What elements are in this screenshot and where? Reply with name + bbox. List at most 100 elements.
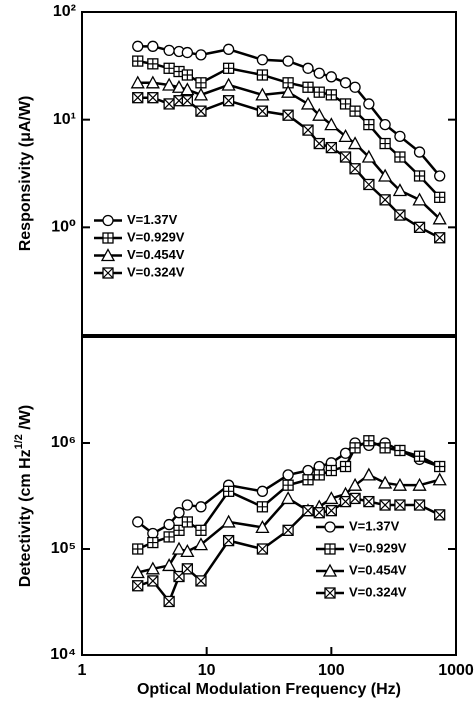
marker bbox=[302, 474, 314, 486]
marker-shape bbox=[412, 192, 427, 206]
marker-shape bbox=[282, 469, 294, 481]
x-tick-label: 100 bbox=[318, 662, 345, 679]
marker-shape bbox=[283, 480, 294, 491]
marker-shape bbox=[349, 493, 361, 504]
marker bbox=[302, 62, 314, 74]
marker bbox=[102, 232, 114, 244]
marker bbox=[195, 49, 207, 61]
marker bbox=[147, 92, 159, 104]
marker-shape bbox=[349, 81, 361, 93]
marker bbox=[147, 536, 159, 549]
marker bbox=[132, 40, 144, 52]
marker-shape bbox=[162, 558, 177, 572]
marker-shape bbox=[394, 130, 406, 142]
marker bbox=[361, 149, 376, 163]
y-tick-label: 10⁴ bbox=[50, 646, 76, 663]
marker bbox=[434, 170, 446, 182]
marker-shape bbox=[325, 142, 337, 154]
marker bbox=[255, 520, 270, 534]
marker-shape bbox=[312, 107, 327, 121]
legend-label: V=0.454V bbox=[349, 562, 407, 577]
marker-shape bbox=[147, 58, 158, 69]
marker-shape bbox=[339, 447, 352, 459]
marker bbox=[181, 563, 194, 575]
marker bbox=[379, 118, 391, 131]
marker bbox=[281, 84, 296, 98]
plot-frame bbox=[81, 336, 457, 656]
legend-label: V=0.324V bbox=[127, 264, 185, 279]
marker bbox=[171, 79, 187, 93]
marker bbox=[349, 81, 361, 93]
marker bbox=[282, 109, 294, 121]
marker bbox=[413, 450, 426, 462]
marker bbox=[363, 98, 375, 110]
y-axis-title: Detectivity (cm Hz1/2 /W) bbox=[13, 405, 34, 587]
marker bbox=[181, 516, 194, 528]
marker-shape bbox=[180, 82, 195, 96]
marker bbox=[102, 214, 114, 227]
marker-shape bbox=[361, 149, 376, 163]
marker bbox=[413, 499, 426, 511]
marker-shape bbox=[325, 71, 337, 83]
marker bbox=[256, 54, 269, 66]
marker-shape bbox=[413, 146, 426, 158]
marker bbox=[363, 435, 375, 447]
marker bbox=[100, 248, 116, 262]
marker-shape bbox=[302, 124, 314, 136]
marker bbox=[195, 501, 207, 513]
marker-shape bbox=[102, 214, 114, 227]
marker-shape bbox=[164, 531, 175, 542]
marker bbox=[130, 75, 145, 89]
y-axis-title-part: Detectivity (cm Hz bbox=[17, 449, 34, 587]
marker bbox=[180, 82, 195, 96]
marker-shape bbox=[303, 474, 314, 485]
marker-shape bbox=[282, 109, 294, 121]
marker-shape bbox=[223, 486, 234, 497]
marker-shape bbox=[193, 537, 209, 551]
marker-shape bbox=[363, 98, 375, 110]
marker-shape bbox=[363, 179, 375, 190]
y-tick-label: 10⁵ bbox=[51, 540, 76, 557]
marker bbox=[163, 44, 175, 57]
marker-shape bbox=[363, 119, 374, 130]
marker-shape bbox=[302, 464, 314, 477]
marker-shape bbox=[338, 128, 353, 142]
marker-shape bbox=[130, 75, 145, 89]
marker bbox=[195, 575, 207, 587]
marker-shape bbox=[163, 98, 175, 110]
marker-shape bbox=[256, 105, 268, 117]
marker bbox=[394, 499, 406, 511]
marker-shape bbox=[132, 40, 144, 52]
marker-shape bbox=[303, 82, 314, 93]
marker bbox=[282, 524, 294, 536]
marker-shape bbox=[182, 516, 193, 527]
marker bbox=[325, 464, 337, 477]
marker bbox=[222, 95, 235, 107]
marker-shape bbox=[132, 56, 143, 67]
marker-shape bbox=[132, 544, 143, 554]
y-axis-title: Responsivity (μA/W) bbox=[17, 96, 34, 252]
marker-shape bbox=[174, 525, 185, 536]
marker-shape bbox=[325, 505, 337, 517]
marker bbox=[145, 75, 160, 89]
y-tick-label: 10² bbox=[53, 3, 76, 20]
marker bbox=[349, 105, 361, 117]
marker-shape bbox=[300, 96, 316, 110]
marker bbox=[434, 509, 446, 521]
marker bbox=[130, 565, 145, 579]
marker-shape bbox=[350, 442, 361, 453]
marker-shape bbox=[380, 138, 391, 149]
marker-shape bbox=[361, 467, 376, 481]
marker-shape bbox=[302, 62, 314, 74]
marker bbox=[256, 485, 269, 497]
marker bbox=[132, 580, 144, 592]
marker bbox=[361, 467, 376, 481]
marker-shape bbox=[255, 87, 270, 101]
marker-shape bbox=[414, 451, 425, 462]
x-axis-title: Optical Modulation Frequency (Hz) bbox=[137, 681, 401, 698]
marker-shape bbox=[256, 543, 268, 555]
marker bbox=[432, 211, 447, 225]
marker-shape bbox=[363, 435, 374, 446]
marker-shape bbox=[434, 170, 446, 182]
marker bbox=[378, 168, 393, 182]
